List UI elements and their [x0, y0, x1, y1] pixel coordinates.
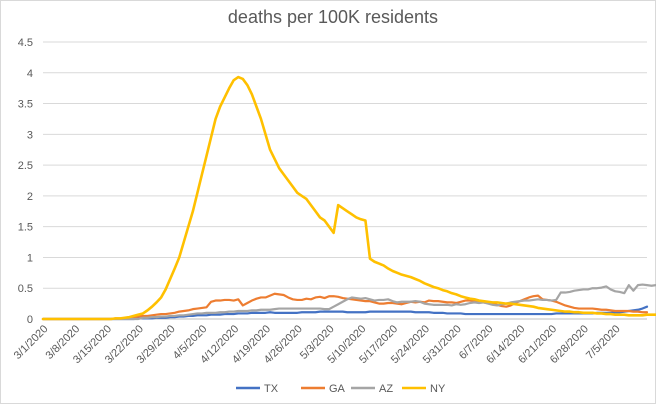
legend-label-ga: GA [329, 383, 346, 395]
x-axis: 3/1/20203/8/20203/15/20203/22/20203/29/2… [12, 323, 623, 366]
y-tick-label: 4 [27, 68, 33, 80]
legend-label-ny: NY [430, 383, 446, 395]
y-tick-label: 0.5 [18, 283, 33, 295]
legend: TX GA AZ NY [236, 383, 446, 395]
plot-series [41, 75, 656, 321]
y-tick-label: 2.5 [18, 160, 33, 172]
y-tick-label: 1 [27, 252, 33, 264]
series-line-ny [41, 75, 656, 321]
y-tick-label: 0 [27, 314, 33, 326]
y-tick-label: 4.5 [18, 37, 33, 49]
y-tick-label: 2 [27, 191, 33, 203]
y-tick-label: 3.5 [18, 99, 33, 111]
y-tick-label: 1.5 [18, 222, 33, 234]
x-tick-label: 7/5/2020 [584, 323, 623, 362]
x-tick-label: 3/1/2020 [12, 323, 51, 362]
series-line-az [41, 283, 656, 321]
y-tick-label: 3 [27, 129, 33, 141]
legend-label-tx: TX [264, 383, 279, 395]
y-axis: 0 0.5 1 1.5 2 2.5 3 3.5 4 4.5 [18, 37, 33, 326]
gridlines [43, 41, 647, 320]
legend-label-az: AZ [379, 383, 393, 395]
chart-title: deaths per 100K residents [228, 7, 438, 27]
